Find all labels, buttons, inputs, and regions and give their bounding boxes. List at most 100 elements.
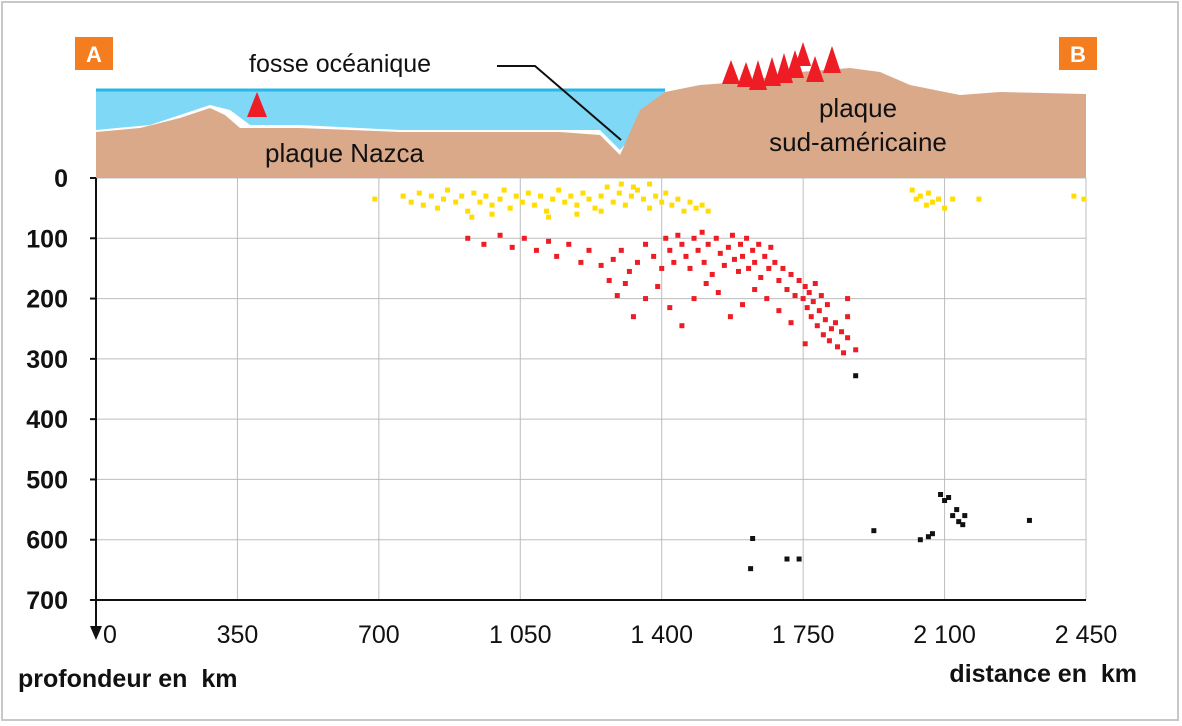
intermediate-focus-point: [727, 314, 733, 320]
volcano-icon: [786, 50, 804, 78]
shallow-focus-point: [925, 190, 931, 196]
shallow-focus-point: [641, 196, 647, 202]
intermediate-focus-point: [622, 281, 628, 286]
y-tick-label: 0: [54, 165, 68, 193]
intermediate-focus-point: [735, 268, 741, 274]
intermediate-focus-point: [598, 262, 604, 268]
shallow-focus-point: [562, 199, 568, 205]
shallow-focus-point: [544, 208, 550, 214]
intermediate-focus-point: [731, 256, 737, 262]
intermediate-focus-point: [610, 256, 616, 262]
earthquake-foci: [372, 181, 1087, 572]
shallow-focus-point: [618, 181, 624, 187]
intermediate-focus-point: [808, 314, 814, 320]
intermediate-focus-point: [810, 299, 816, 305]
deep-focus-point: [925, 534, 931, 540]
y-tick-labels: 0 100 200 300 400 500 600 700: [26, 165, 96, 615]
intermediate-focus-point: [806, 290, 812, 296]
intermediate-focus-point: [784, 287, 790, 293]
y-tick-label: 700: [26, 587, 68, 615]
shallow-focus-point: [400, 193, 406, 199]
intermediate-focus-point: [804, 305, 810, 311]
intermediate-focus-point: [746, 265, 752, 271]
marker-a-box: [75, 37, 113, 70]
shallow-focus-point: [705, 208, 711, 214]
x-tick-label: 1 050: [489, 621, 552, 649]
x-tick-label: 2 450: [1055, 621, 1118, 649]
shallow-focus-point: [653, 193, 659, 199]
intermediate-focus-point: [814, 323, 820, 329]
shallow-focus-point: [519, 199, 525, 205]
shallow-focus-point: [909, 187, 915, 193]
shallow-focus-point: [598, 193, 604, 199]
intermediate-focus-point: [845, 335, 851, 341]
deep-focus-point: [938, 492, 944, 497]
shallow-focus-point: [659, 199, 665, 205]
trench-leader-line: [497, 65, 622, 141]
intermediate-focus-point: [776, 308, 782, 314]
shallow-focus-point: [507, 205, 513, 211]
cross-section: [96, 68, 1086, 178]
intermediate-focus-point: [800, 296, 806, 302]
intermediate-focus-point: [752, 287, 758, 293]
shallow-focus-point: [923, 202, 929, 208]
intermediate-focus-point: [651, 253, 657, 259]
shallow-focus-point: [976, 196, 982, 202]
axes: [90, 178, 1086, 640]
marker-b-label: B: [1070, 42, 1086, 67]
x-tick-label: 2 100: [913, 621, 976, 649]
shallow-focus-point: [471, 190, 477, 196]
intermediate-focus-point: [758, 274, 764, 280]
intermediate-focus-point: [634, 259, 640, 265]
shallow-focus-point: [537, 193, 543, 199]
deep-focus-point: [917, 537, 923, 543]
intermediate-focus-point: [717, 250, 723, 256]
deep-focus-point: [956, 519, 962, 525]
shallow-focus-point: [453, 199, 459, 205]
intermediate-focus-point: [796, 277, 802, 283]
shallow-focus-point: [616, 190, 622, 196]
deep-focus-point: [954, 507, 960, 513]
deep-focus-point: [784, 556, 790, 562]
shallow-focus-point: [469, 214, 475, 220]
shallow-focus-point: [628, 193, 634, 199]
y-tick-label: 500: [26, 466, 68, 494]
intermediate-focus-point: [740, 302, 746, 308]
shallow-focus-point: [592, 205, 598, 211]
x-tick-label: 1 400: [630, 621, 693, 649]
volcano-icon: [823, 46, 841, 73]
shallow-focus-point: [634, 187, 640, 193]
shallow-focus-point: [568, 193, 574, 199]
shallow-focus-point: [420, 202, 426, 208]
intermediate-focus-point: [618, 247, 624, 253]
intermediate-focus-point: [667, 305, 673, 311]
shallow-focus-point: [693, 205, 699, 211]
shallow-focus-point: [459, 193, 465, 199]
intermediate-focus-point: [703, 281, 709, 286]
distance-axis-title: distance en km: [949, 660, 1137, 688]
intermediate-focus-point: [740, 253, 746, 259]
marker-a-label: A: [86, 42, 102, 67]
intermediate-focus-point: [546, 238, 552, 244]
shallow-focus-point: [604, 184, 610, 190]
shallow-focus-point: [936, 196, 942, 202]
y-tick-label: 400: [26, 406, 68, 434]
intermediate-focus-point: [834, 344, 840, 350]
intermediate-focus-point: [659, 265, 665, 271]
intermediate-focus-point: [802, 284, 808, 290]
intermediate-focus-point: [497, 232, 503, 238]
intermediate-focus-point: [630, 314, 636, 320]
intermediate-focus-point: [701, 259, 707, 265]
x-tick-labels: 0 350 700 1 050 1 400 1 750 2 100 2 450: [103, 621, 1117, 649]
shallow-focus-point: [546, 214, 552, 220]
intermediate-focus-point: [729, 232, 735, 238]
deep-focus-point: [929, 531, 935, 537]
intermediate-focus-point: [691, 235, 697, 241]
x-tick-label: 0: [103, 621, 117, 649]
shallow-focus-point: [929, 199, 935, 205]
shallow-focus-point: [913, 196, 919, 202]
intermediate-focus-point: [713, 235, 719, 241]
intermediate-focus-point: [822, 317, 828, 323]
intermediate-focus-point: [691, 296, 697, 302]
